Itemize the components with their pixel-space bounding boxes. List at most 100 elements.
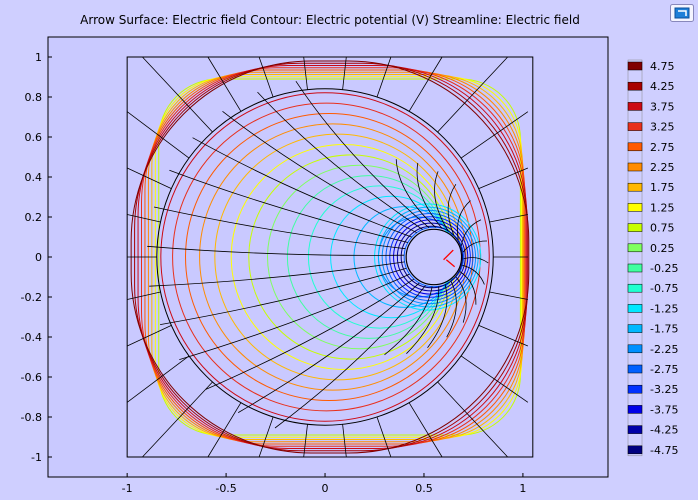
streamline [384,286,433,356]
streamline-outer [437,381,508,458]
field-arrow [445,259,456,268]
y-tick-label: -0.4 [21,331,42,344]
legend-swatch [627,405,643,414]
streamline [179,273,410,360]
streamline-outer [460,111,529,159]
streamline [149,261,405,287]
streamline-outer [342,56,347,90]
legend-swatch [627,223,643,232]
streamline [205,278,415,390]
contour-electrode [377,206,479,308]
streamline [427,284,448,348]
y-tick-label: 0.8 [25,91,43,104]
legend-swatch [627,425,643,434]
small-electrode [405,228,463,286]
streamline-outer [127,325,172,347]
legend-swatch [627,243,643,253]
legend-swatch [627,81,643,91]
streamline-outer [342,424,347,458]
legend-label: -0.25 [650,262,678,275]
streamline [462,264,485,285]
streamline-outer [408,56,443,112]
streamline [237,282,420,413]
color-legend: 4.75 4.25 3.75 3.25 2.75 2.25 1.75 1.25 0.75 0.25… [627,59,678,457]
streamline [395,159,436,228]
streamline [416,162,443,229]
streamline-outer [127,291,161,300]
streamline [406,286,440,354]
legend-label: 4.25 [650,80,675,93]
geometry-boundaries [126,56,534,458]
y-tick-label: -0.2 [21,291,42,304]
streamline-outer [126,111,190,159]
streamline [257,91,423,230]
streamline [192,137,412,238]
legend-swatch [627,102,643,111]
legend-label: 4.75 [650,60,675,73]
streamline [446,281,457,338]
streamline-outer [408,402,443,458]
streamline-outer [303,56,308,90]
legend-swatch [627,384,643,394]
window-restore-icon[interactable] [670,4,694,22]
contour-inner [160,92,490,422]
streamline-outer [127,167,172,189]
legend-label: -0.75 [650,282,678,295]
streamline [169,169,408,243]
legend-label: -1.75 [650,323,678,336]
streamline [222,110,417,234]
y-tick-label: -0.6 [21,371,42,384]
x-tick-label: -0.5 [215,482,236,495]
legend-label: 3.75 [650,100,675,113]
field-arrow [443,249,454,261]
contour-inner [403,226,465,288]
contour-electrode [374,203,482,311]
streamline-outer [478,167,529,189]
y-tick-label: 0.4 [25,171,43,184]
outer-square [126,56,534,458]
legend-swatch [627,162,643,172]
legend-label: 1.75 [650,181,675,194]
streamline [295,80,430,229]
legend-label: -4.75 [650,444,678,457]
axis-ticks: -1 -0.5 0 0.5 1 1 0.8 0.6 0.4 0.2 0 -0.2 -0.4 -0.6 -0.… [21,51,527,495]
streamline-outer [303,424,308,458]
streamline-outer [437,56,508,133]
legend-swatch [627,304,643,313]
y-tick-label: -1 [31,451,42,464]
streamline [160,267,407,325]
legend-label: 2.25 [650,161,675,174]
legend-label: -2.75 [650,363,678,376]
contour-electrode [385,212,474,302]
streamline [147,245,405,256]
legend-swatch [627,182,643,192]
streamline-outer [376,416,392,458]
y-tick-label: 1 [35,51,42,64]
streamline-outer [142,56,213,133]
legend-swatch [627,203,643,212]
streamlines [126,56,529,458]
legend-frame [627,59,643,457]
streamline-outer [478,325,529,347]
legend-swatch [627,364,643,374]
streamline [153,206,406,250]
streamline [434,171,449,232]
streamline [462,240,488,253]
legend-swatch [627,122,643,131]
streamline [456,200,471,240]
legend-swatch [627,263,643,273]
arrow-surface [443,249,456,268]
legend-label: 3.25 [650,121,675,134]
legend-swatch [627,283,643,293]
y-tick-label: 0.2 [25,211,43,224]
streamline [461,219,482,246]
streamline-outer [142,381,213,458]
streamline [274,285,426,429]
streamline-outer [376,56,392,98]
x-tick-label: -1 [122,482,133,495]
streamline [463,257,489,264]
streamline-outer [127,214,161,223]
y-tick-label: -0.8 [21,411,42,424]
streamline-outer [207,402,242,458]
